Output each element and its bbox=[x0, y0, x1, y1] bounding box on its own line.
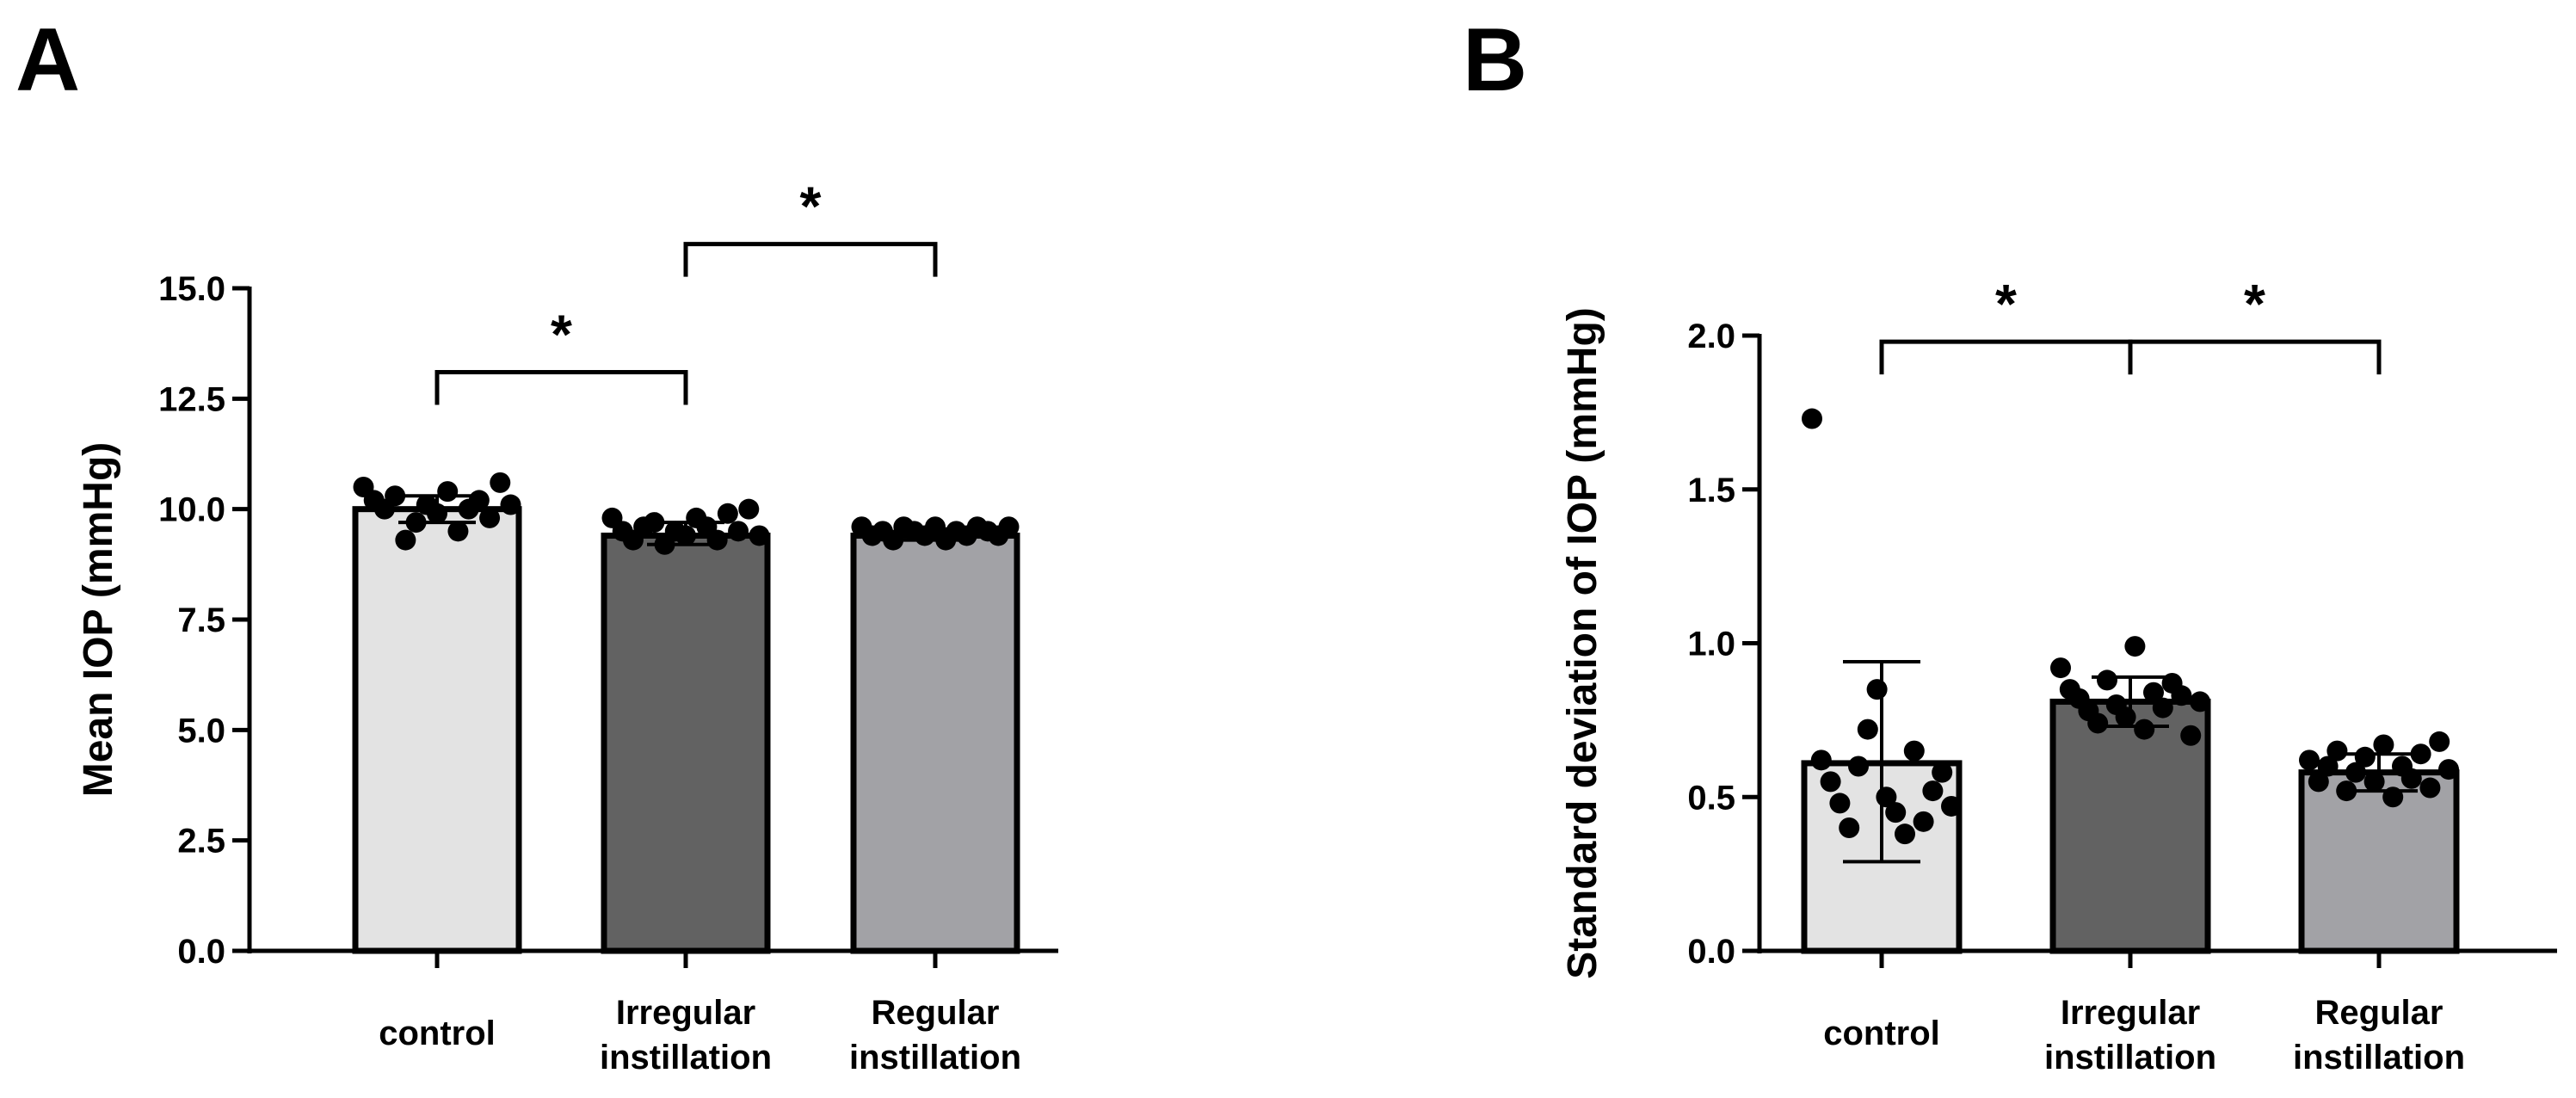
chart-b-point-1-0 bbox=[2050, 657, 2071, 679]
chart-a-point-2-14 bbox=[998, 516, 1020, 538]
chart-a-y-tick-label-5: 12.5 bbox=[158, 380, 225, 418]
chart-a-y-tick-label-3: 7.5 bbox=[177, 601, 225, 639]
chart-a-y-tick-label-2: 5.0 bbox=[177, 712, 225, 749]
chart-a-significance-bracket-0 bbox=[434, 370, 688, 405]
chart-a-bar-2 bbox=[850, 532, 1020, 954]
chart-b-point-0-3 bbox=[1829, 793, 1851, 814]
chart-a-category-label-2-line2: instillation bbox=[849, 1039, 1021, 1076]
chart-a-category-label-1-line2: instillation bbox=[600, 1039, 772, 1076]
chart-b-point-0-0 bbox=[1802, 408, 1822, 429]
chart-a-point-0-3 bbox=[385, 485, 406, 507]
chart-b-category-label-1-line2: instillation bbox=[2044, 1039, 2216, 1076]
chart-a-point-1-11 bbox=[717, 503, 738, 524]
chart-b-y-axis-title: Standard deviation of IOP (mmHg) bbox=[1560, 307, 1605, 979]
chart-b-point-0-5 bbox=[1848, 756, 1869, 777]
chart-b-point-1-9 bbox=[2134, 719, 2155, 740]
chart-a-point-0-13 bbox=[490, 472, 511, 493]
chart-b-point-0-1 bbox=[1810, 749, 1832, 771]
chart-b-point-1-8 bbox=[2124, 636, 2146, 657]
chart-a-category-label-0: control bbox=[379, 1015, 496, 1052]
chart-b-category-label-1: Irregular bbox=[2061, 994, 2200, 1032]
chart-b-category-label-0: control bbox=[1823, 1015, 1940, 1052]
chart-b-y-tick-label-4: 2.0 bbox=[1687, 318, 1735, 355]
chart-b-significance-bracket-1 bbox=[2128, 339, 2382, 375]
chart-b-point-1-10 bbox=[2143, 682, 2164, 703]
chart-b-point-1-11 bbox=[2152, 697, 2173, 719]
chart-b-significance-label-0: * bbox=[1995, 273, 2017, 335]
chart-a-point-0-12 bbox=[479, 507, 501, 528]
chart-a-point-0-14 bbox=[500, 494, 521, 515]
chart-b-point-2-1 bbox=[2308, 771, 2329, 793]
panel-label-b: B bbox=[1463, 10, 1527, 110]
chart-b-point-0-2 bbox=[1820, 771, 1841, 793]
chart-b-point-0-13 bbox=[1922, 780, 1944, 802]
chart-a-point-1-14 bbox=[749, 525, 770, 546]
chart-a-y-tick-label-0: 0.0 bbox=[177, 933, 225, 971]
chart-b-point-0-12 bbox=[1913, 811, 1934, 832]
chart-b-point-2-0 bbox=[2299, 749, 2320, 771]
chart-b-point-1-5 bbox=[2097, 669, 2117, 691]
chart-b-point-1-4 bbox=[2087, 712, 2109, 734]
chart-b-y-tick-label-2: 1.0 bbox=[1687, 626, 1735, 663]
chart-b-point-2-8 bbox=[2373, 734, 2394, 756]
chart-a-significance-label-1: * bbox=[800, 176, 822, 237]
chart-a-significance-label-0: * bbox=[551, 304, 572, 366]
chart-b-point-2-5 bbox=[2345, 762, 2366, 783]
chart-a-y-axis-title: Mean IOP (mmHg) bbox=[76, 442, 121, 798]
chart-b-point-2-7 bbox=[2363, 771, 2385, 793]
chart-b-point-1-7 bbox=[2115, 706, 2136, 728]
chart-b-point-2-13 bbox=[2419, 777, 2441, 799]
chart-b-bar-1 bbox=[2049, 698, 2211, 954]
chart-b-point-2-2 bbox=[2317, 756, 2339, 777]
panel-label-a: A bbox=[15, 10, 80, 110]
chart-a-bar-0 bbox=[352, 506, 522, 954]
chart-b-point-0-14 bbox=[1932, 762, 1953, 783]
chart-b-category-label-2-line2: instillation bbox=[2293, 1039, 2465, 1076]
chart-a-point-0-4 bbox=[395, 529, 416, 551]
chart-a-point-0-9 bbox=[447, 521, 469, 542]
chart-b-point-1-14 bbox=[2180, 725, 2202, 746]
chart-b-point-0-7 bbox=[1866, 679, 1888, 700]
chart-a-category-label-1: Irregular bbox=[616, 994, 755, 1032]
chart-b-point-0-6 bbox=[1857, 719, 1878, 740]
chart-b-point-2-12 bbox=[2410, 743, 2431, 765]
chart-b-point-2-14 bbox=[2429, 731, 2450, 752]
chart-b-point-0-9 bbox=[1885, 802, 1907, 824]
chart-b-y-tick-label-0: 0.0 bbox=[1687, 933, 1735, 971]
chart-b-point-0-10 bbox=[1895, 824, 1915, 845]
chart-b-category-label-2: Regular bbox=[2315, 994, 2444, 1032]
chart-a-y-tick-label-4: 10.0 bbox=[158, 491, 225, 529]
chart-b-significance-label-1: * bbox=[2244, 273, 2265, 335]
chart-a-y-tick-label-6: 15.0 bbox=[158, 270, 225, 308]
chart-b-bar-2 bbox=[2298, 769, 2460, 954]
chart-b-point-1-13 bbox=[2171, 685, 2192, 706]
chart-a-category-label-2: Regular bbox=[872, 994, 1000, 1032]
chart-panel-b: 0.0 0.5 1.0 1.5 2.0 control Irregular instillat… bbox=[1560, 273, 2557, 1076]
chart-b-point-0-4 bbox=[1839, 817, 1860, 838]
chart-b-point-2-11 bbox=[2400, 768, 2422, 789]
chart-a-significance-bracket-1 bbox=[683, 242, 938, 277]
chart-a-y-tick-label-1: 2.5 bbox=[177, 823, 225, 861]
chart-b-point-0-11 bbox=[1903, 740, 1925, 762]
chart-a-bar-1 bbox=[601, 532, 771, 954]
chart-a-point-1-12 bbox=[728, 521, 749, 542]
chart-a-point-1-13 bbox=[738, 498, 760, 520]
chart-b-point-0-15 bbox=[1941, 795, 1962, 817]
chart-b-y-tick-label-3: 1.5 bbox=[1687, 472, 1735, 509]
chart-a-point-0-8 bbox=[437, 481, 459, 503]
chart-b-point-2-6 bbox=[2354, 746, 2376, 768]
chart-b-y-tick-label-1: 0.5 bbox=[1687, 779, 1735, 817]
chart-a-point-1-10 bbox=[706, 529, 728, 551]
chart-panel-a: 0.0 2.5 5.0 7.5 10.0 12.5 15.0 control Irregular… bbox=[76, 176, 1058, 1076]
chart-b-point-2-15 bbox=[2438, 759, 2459, 780]
chart-b-point-2-3 bbox=[2326, 740, 2348, 762]
chart-b-significance-bracket-0 bbox=[1879, 339, 2133, 375]
chart-b-point-1-15 bbox=[2190, 691, 2210, 712]
chart-a-point-0-11 bbox=[468, 490, 490, 511]
